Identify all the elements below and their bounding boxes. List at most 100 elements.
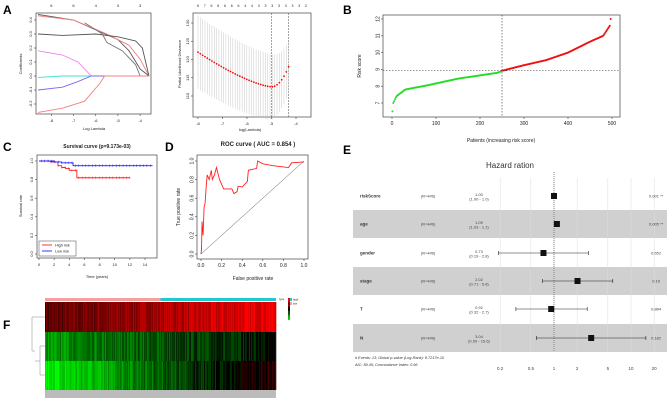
hazard-ratio-marker [548, 306, 555, 312]
heatmap-cell [103, 332, 105, 361]
heatmap-cell [92, 332, 94, 361]
heatmap-cell [162, 302, 164, 332]
color-scale-bar [288, 313, 290, 315]
heatmap-cell [245, 361, 247, 390]
heatmap-cell [95, 361, 97, 390]
heatmap-cell [128, 361, 130, 390]
heatmap-cell [71, 302, 73, 332]
heatmap-cell [151, 332, 153, 361]
heatmap-cell [150, 332, 152, 361]
c-title: Survival curve (p=9.173e-03) [63, 144, 131, 150]
heatmap-cell [60, 332, 62, 361]
heatmap-cell [55, 302, 57, 332]
heatmap-cell [254, 361, 256, 390]
heatmap-cell [118, 361, 120, 390]
heatmap-cell [208, 302, 210, 332]
heatmap-cell [264, 361, 266, 390]
heatmap-cell [217, 361, 219, 390]
heatmap-cell [152, 302, 154, 332]
heatmap-cell [92, 302, 94, 332]
color-scale-bar [288, 307, 290, 310]
a2-y-label: 115 [185, 74, 190, 81]
color-scale-bar [288, 305, 290, 307]
heatmap-cell [114, 361, 116, 390]
a1-y-label: 0.1 [28, 58, 33, 64]
color-scale-bar [288, 309, 290, 311]
heatmap-cell [158, 332, 160, 361]
heatmap-cell [83, 302, 85, 332]
panel-label-b: B [343, 3, 352, 17]
heatmap-cell [164, 361, 166, 390]
heatmap-cell [213, 361, 215, 390]
heatmap-cell [246, 332, 248, 361]
heatmap-cell [168, 302, 170, 332]
heatmap-cell [203, 302, 205, 332]
a2-plot-frame [192, 12, 312, 118]
a2-top-label: 3 [298, 4, 300, 8]
row-name: age [360, 222, 368, 227]
c-y-label: 0.0 [29, 250, 34, 256]
heatmap-cell [94, 361, 96, 390]
heatmap-cell [144, 361, 146, 390]
heatmap-cell [222, 302, 224, 332]
heatmap-cell [165, 332, 167, 361]
heatmap-cell [139, 361, 141, 390]
heatmap-cell [106, 302, 108, 332]
heatmap-cell [178, 361, 180, 390]
heatmap-cell [145, 332, 147, 361]
heatmap-cell [197, 302, 199, 332]
heatmap-cell [237, 302, 239, 332]
heatmap-cell [47, 361, 49, 390]
heatmap-cell [254, 332, 256, 361]
heatmap-cell [98, 332, 100, 361]
heatmap-cell [78, 361, 80, 390]
heatmap-cell [180, 332, 182, 361]
row-p: 0.19 [652, 279, 661, 284]
heatmap-cell [105, 361, 107, 390]
heatmap-cell [184, 302, 186, 332]
heatmap-cell [74, 302, 76, 332]
heatmap-cell [272, 361, 274, 390]
heatmap-cell [100, 361, 102, 390]
heatmap-cell [68, 302, 70, 332]
heatmap-cell [251, 361, 253, 390]
heatmap-cell [67, 332, 69, 361]
heatmap-cell [273, 361, 275, 390]
heatmap-cell [224, 361, 226, 390]
heatmap-cell [90, 361, 92, 390]
heatmap-cell [259, 302, 261, 332]
heatmap-cell [100, 332, 102, 361]
a1-top-label: 3 [139, 3, 142, 8]
deviance-point [248, 79, 251, 82]
heatmap-cell [189, 361, 191, 390]
heatmap-cell [47, 332, 49, 361]
heatmap-cell [61, 302, 63, 332]
d-x-label: 0.2 [218, 263, 225, 269]
heatmap-cell [83, 332, 85, 361]
heatmap-cell [272, 302, 274, 332]
heatmap-cell [94, 332, 96, 361]
heatmap-cell [217, 302, 219, 332]
heatmap-cell [233, 332, 235, 361]
heatmap-cell [182, 302, 184, 332]
heatmap-cell [95, 302, 97, 332]
d-y-label: 0.6 [189, 195, 195, 202]
row-hr: 1.09 [475, 220, 484, 225]
heatmap-cell [127, 361, 129, 390]
heatmap-cell [255, 361, 257, 390]
heatmap-cell [214, 361, 216, 390]
heatmap-cell [179, 302, 181, 332]
heatmap-cell [113, 332, 115, 361]
heatmap-cell [182, 361, 184, 390]
heatmap-cell [129, 361, 131, 390]
heatmap-cell [224, 332, 226, 361]
deviance-point [283, 75, 285, 78]
heatmap-cell [57, 332, 59, 361]
heatmap-cell [245, 302, 247, 332]
row-band [353, 210, 667, 238]
heatmap-cell [94, 302, 96, 332]
heatmap-cell [91, 332, 93, 361]
b-x-label: 500 [608, 121, 617, 127]
heatmap-cell [76, 302, 78, 332]
deviance-point [280, 78, 283, 81]
